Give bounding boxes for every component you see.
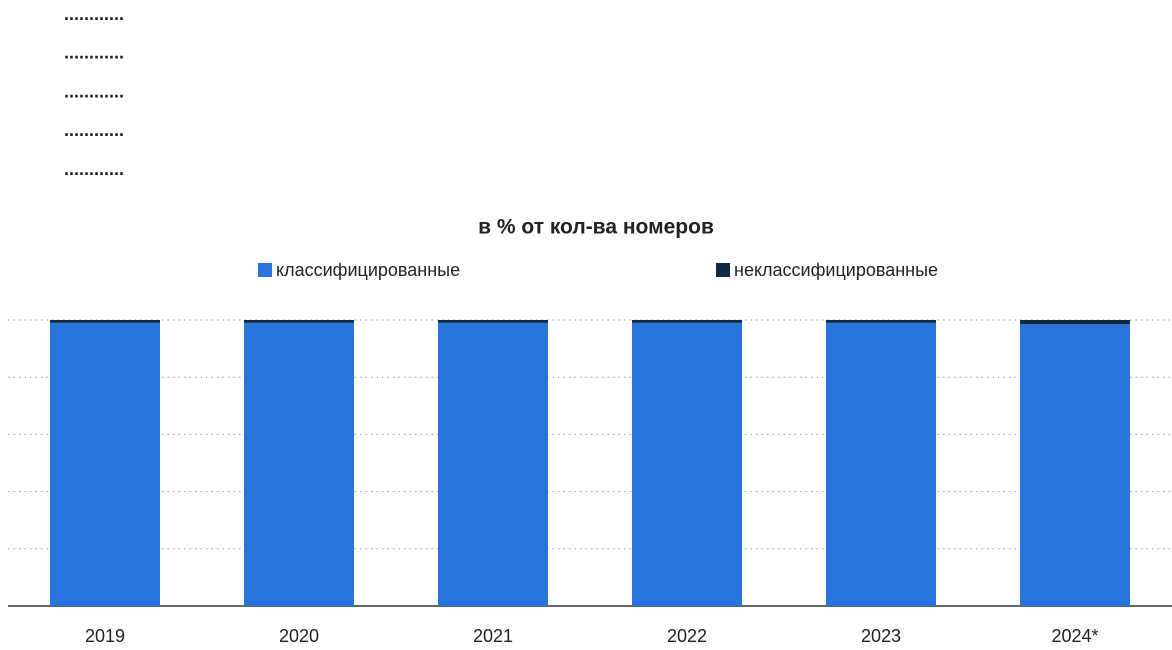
legend-swatch xyxy=(716,263,730,277)
placeholder-text: ............ xyxy=(64,120,124,140)
x-tick-label: 2019 xyxy=(85,626,125,646)
placeholder-text: ............ xyxy=(64,43,124,63)
x-tick-label: 2024* xyxy=(1051,626,1098,646)
chart-title: в % от кол-ва номеров xyxy=(478,216,714,239)
x-tick-label: 2021 xyxy=(473,626,513,646)
bar-segment xyxy=(50,320,160,323)
bar-segment xyxy=(632,322,742,606)
bar-segment xyxy=(50,322,160,606)
x-tick-label: 2023 xyxy=(861,626,901,646)
bar-segment xyxy=(438,320,548,323)
legend-label: классифицированные xyxy=(276,260,460,280)
bar-segment xyxy=(1020,324,1130,606)
bar-segment xyxy=(632,320,742,323)
legend-label: неклассифицированные xyxy=(734,260,938,280)
x-tick-label: 2022 xyxy=(667,626,707,646)
bar-segment xyxy=(826,320,936,323)
bar-segment xyxy=(438,322,548,606)
placeholder-text: ............ xyxy=(64,81,124,101)
bar-segment xyxy=(1020,320,1130,325)
placeholder-text: ............ xyxy=(64,4,124,24)
x-tick-label: 2020 xyxy=(279,626,319,646)
bar-segment xyxy=(244,322,354,606)
bar-segment xyxy=(826,322,936,606)
bar-segment xyxy=(244,320,354,323)
placeholder-text: ............ xyxy=(64,159,124,179)
legend-swatch xyxy=(258,263,272,277)
